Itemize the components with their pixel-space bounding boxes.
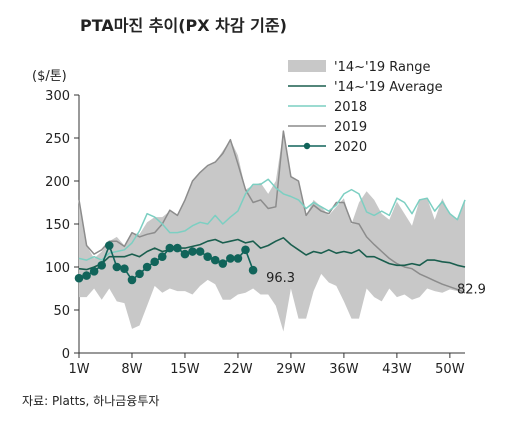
y-tick-label: 200 [45,175,70,190]
x-tick-label: 50W [435,362,465,377]
point-2020 [203,252,212,261]
series-line-average [78,237,466,271]
x-tick-label: 22W [223,362,253,377]
point-2020 [104,241,114,250]
legend-label-y2018: 2018 [334,100,367,115]
axes: 300 250 200 150 100 50 01W 8W 15W 22W 29W 36W 43W 50W [45,89,465,377]
point-2020 [165,243,175,253]
source-note: 자료: Platts, 하나금융투자 [22,394,159,408]
point-2020 [97,260,107,270]
point-2020 [142,262,152,272]
point-2020 [226,254,235,263]
y-tick-label: 50 [53,304,70,319]
y-tick-label: 150 [45,218,70,233]
y-tick-label: 0 [62,347,70,362]
y-tick-label: 300 [45,89,70,104]
y-unit-label: ($/톤) [32,69,67,84]
point-2020 [241,245,250,255]
x-tick-label: 29W [276,362,306,377]
point-2020 [89,267,99,276]
point-2020 [233,254,243,263]
point-2020 [112,262,122,272]
annotation-label: 96.3 [266,271,295,286]
point-2020 [82,271,91,280]
legend-label-average: '14~'19 Average [334,80,443,95]
y-tick-label: 100 [45,261,70,276]
series-line-2018 [78,178,466,261]
annotation-label: 82.9 [457,283,486,298]
legend: '14~'19 Range '14~'19 Average 2018 2019 2020 [288,60,443,155]
point-2020 [218,259,228,268]
point-2020 [150,257,159,267]
x-tick-label: 43W [382,362,412,377]
range-band [79,131,465,332]
point-2020 [157,252,167,261]
series-layer [74,130,466,332]
point-2020 [180,249,190,259]
point-2020 [74,273,84,283]
legend-label-range: '14~'19 Range [334,60,430,75]
x-tick-label: 1W [68,362,89,377]
annotations: 96.3 82.9 [266,271,486,298]
x-tick-label: 15W [170,362,200,377]
legend-label-y2020: 2020 [334,140,367,155]
x-tick-label: 8W [121,362,142,377]
x-tick-label: 36W [329,362,359,377]
point-2020 [135,269,144,279]
legend-label-y2019: 2019 [334,120,367,135]
point-2020 [127,275,137,285]
legend-swatch-range [288,60,326,72]
point-2020 [188,247,197,256]
y-tick-label: 250 [45,132,70,147]
point-2020 [195,247,205,256]
legend-marker-2020 [303,142,311,150]
point-2020 [120,264,129,274]
chart-title: PTA마진 추이(PX 차감 기준) [80,16,287,35]
point-2020 [173,243,182,253]
point-2020 [210,255,220,265]
point-2020 [248,265,258,275]
